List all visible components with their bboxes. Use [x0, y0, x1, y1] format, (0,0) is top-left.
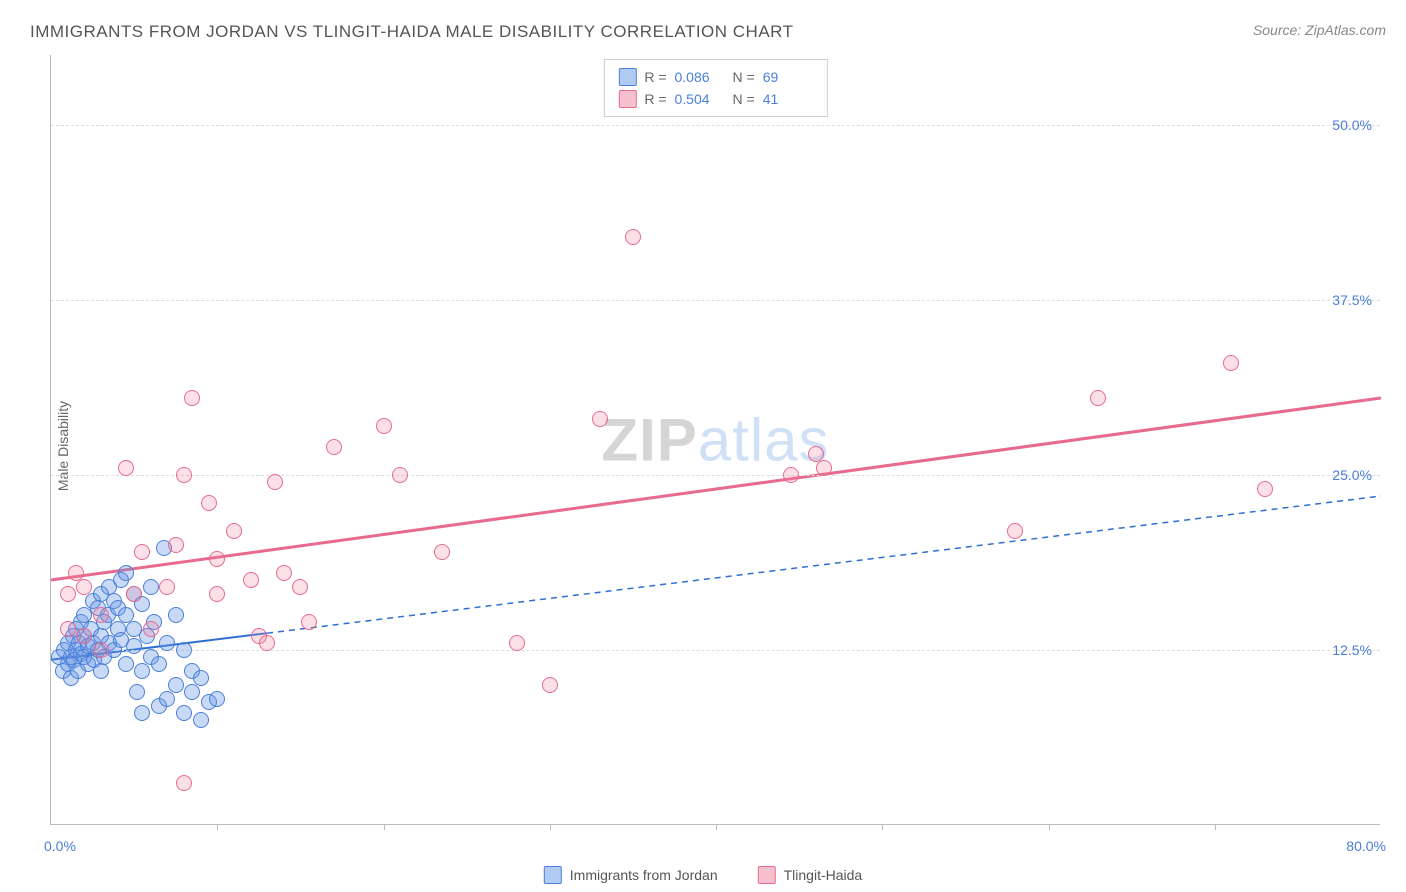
scatter-point [209, 586, 225, 602]
scatter-point [93, 663, 109, 679]
scatter-point [226, 523, 242, 539]
scatter-point [134, 544, 150, 560]
series-legend: Immigrants from Jordan Tlingit-Haida [544, 866, 862, 884]
x-tick [716, 824, 717, 830]
x-tick [1049, 824, 1050, 830]
scatter-point [176, 775, 192, 791]
scatter-point [159, 579, 175, 595]
scatter-point [60, 586, 76, 602]
source-attribution: Source: ZipAtlas.com [1253, 22, 1386, 38]
trend-line [51, 398, 1381, 580]
scatter-point [176, 467, 192, 483]
scatter-point [176, 642, 192, 658]
scatter-point [159, 691, 175, 707]
scatter-point [267, 474, 283, 490]
trend-line-dashed [267, 496, 1381, 633]
scatter-point [93, 642, 109, 658]
scatter-point [76, 579, 92, 595]
x-tick [384, 824, 385, 830]
scatter-point [76, 628, 92, 644]
scatter-point [1257, 481, 1273, 497]
trend-lines-layer [51, 55, 1380, 824]
legend-swatch-pink [758, 866, 776, 884]
scatter-point [1007, 523, 1023, 539]
scatter-point [168, 677, 184, 693]
scatter-point [1223, 355, 1239, 371]
gridline-h [51, 300, 1380, 301]
scatter-plot-area: ZIPatlas R = 0.086 N = 69 R = 0.504 N = … [50, 55, 1380, 825]
scatter-point [434, 544, 450, 560]
x-tick [882, 824, 883, 830]
legend-item-1: Immigrants from Jordan [544, 866, 718, 884]
legend-item-2: Tlingit-Haida [758, 866, 863, 884]
scatter-point [159, 635, 175, 651]
scatter-point [134, 663, 150, 679]
y-tick-label: 37.5% [1332, 292, 1372, 308]
scatter-point [783, 467, 799, 483]
gridline-h [51, 650, 1380, 651]
scatter-point [276, 565, 292, 581]
scatter-point [376, 418, 392, 434]
scatter-point [184, 684, 200, 700]
scatter-point [193, 670, 209, 686]
scatter-point [326, 439, 342, 455]
legend-swatch-blue [544, 866, 562, 884]
x-tick [550, 824, 551, 830]
scatter-point [118, 460, 134, 476]
scatter-point [118, 656, 134, 672]
scatter-point [129, 684, 145, 700]
legend-label-1: Immigrants from Jordan [570, 867, 718, 883]
scatter-point [392, 467, 408, 483]
scatter-point [184, 390, 200, 406]
chart-title: IMMIGRANTS FROM JORDAN VS TLINGIT-HAIDA … [30, 22, 794, 42]
scatter-point [143, 579, 159, 595]
x-tick [1215, 824, 1216, 830]
legend-label-2: Tlingit-Haida [784, 867, 863, 883]
scatter-point [816, 460, 832, 476]
y-tick-label: 12.5% [1332, 642, 1372, 658]
scatter-point [143, 621, 159, 637]
x-tick [217, 824, 218, 830]
scatter-point [209, 691, 225, 707]
scatter-point [243, 572, 259, 588]
scatter-point [134, 705, 150, 721]
y-tick-label: 50.0% [1332, 117, 1372, 133]
scatter-point [1090, 390, 1106, 406]
scatter-point [201, 495, 217, 511]
scatter-point [301, 614, 317, 630]
scatter-point [118, 565, 134, 581]
scatter-point [93, 607, 109, 623]
y-tick-label: 25.0% [1332, 467, 1372, 483]
scatter-point [292, 579, 308, 595]
gridline-h [51, 475, 1380, 476]
scatter-point [176, 705, 192, 721]
scatter-point [259, 635, 275, 651]
scatter-point [542, 677, 558, 693]
scatter-point [592, 411, 608, 427]
scatter-point [151, 656, 167, 672]
scatter-point [625, 229, 641, 245]
scatter-point [126, 586, 142, 602]
scatter-point [168, 537, 184, 553]
x-axis-origin-label: 0.0% [44, 838, 76, 854]
scatter-point [193, 712, 209, 728]
scatter-point [60, 621, 76, 637]
scatter-point [168, 607, 184, 623]
gridline-h [51, 125, 1380, 126]
x-axis-max-label: 80.0% [1346, 838, 1386, 854]
scatter-point [509, 635, 525, 651]
scatter-point [209, 551, 225, 567]
